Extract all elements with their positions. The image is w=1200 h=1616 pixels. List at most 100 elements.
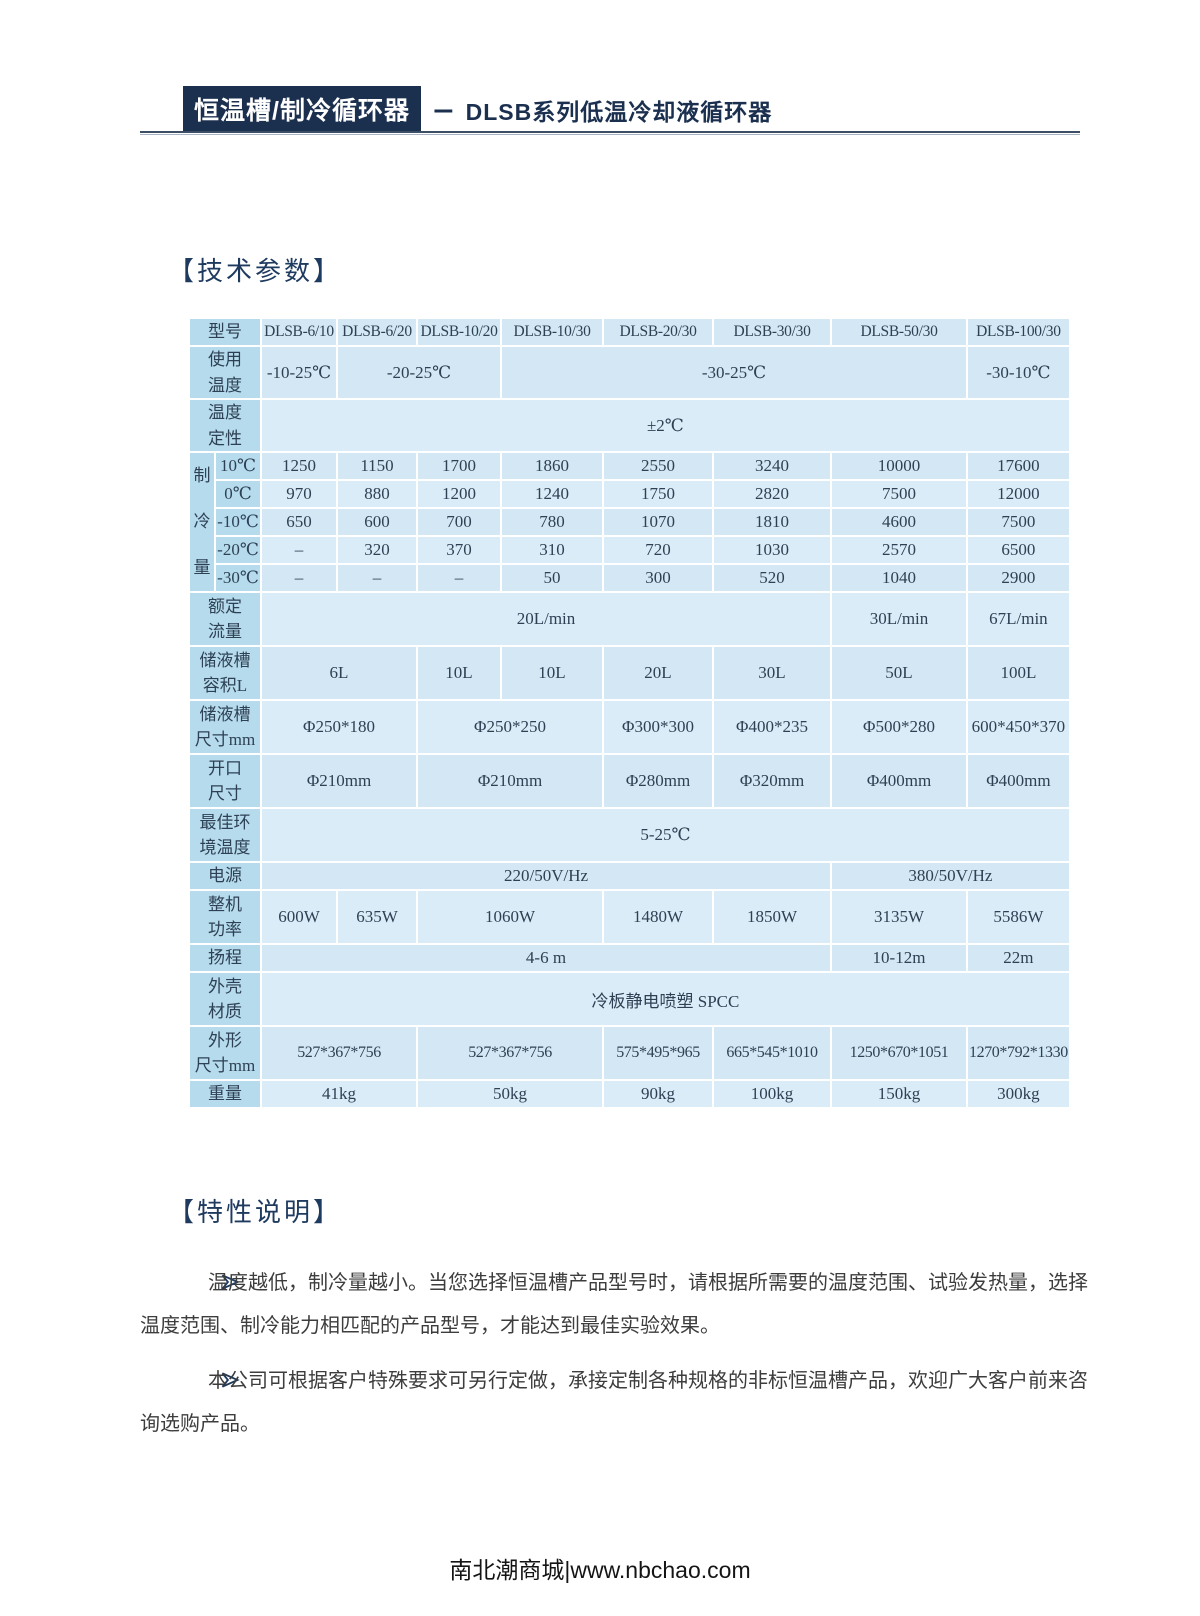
spec-cell: – — [418, 565, 500, 591]
spec-row-weight: 重量 41kg 50kg 90kg 100kg 150kg 300kg — [190, 1081, 1069, 1107]
spec-cell: – — [262, 565, 336, 591]
spec-cell: 2820 — [714, 481, 830, 507]
spec-cell: DLSB-20/30 — [604, 319, 712, 345]
row-label: 型号 — [190, 319, 260, 345]
divider-light-line — [140, 134, 1080, 135]
spec-cell: ±2℃ — [262, 400, 1069, 451]
row-sublabel: -20℃ — [216, 537, 260, 563]
spec-cell: 1250*670*1051 — [832, 1027, 966, 1079]
spec-cell: 10L — [418, 647, 500, 699]
spec-cell: 50 — [502, 565, 602, 591]
spec-cell: Φ210mm — [418, 755, 602, 807]
spec-cell: 2550 — [604, 453, 712, 479]
spec-cell: Φ280mm — [604, 755, 712, 807]
row-sublabel: 0℃ — [216, 481, 260, 507]
features-title: 【特性说明】 — [168, 1197, 343, 1227]
spec-cell: 300kg — [968, 1081, 1069, 1107]
row-label: 整机 功率 — [190, 891, 260, 943]
spec-cell: Φ250*250 — [418, 701, 602, 753]
row-label: 使用 温度 — [190, 347, 260, 398]
spec-cell: 600W — [262, 891, 336, 943]
spec-cell: 10L — [502, 647, 602, 699]
spec-row-opening-size: 开口 尺寸 Φ210mm Φ210mm Φ280mm Φ320mm Φ400mm… — [190, 755, 1069, 807]
spec-cell: DLSB-10/20 — [418, 319, 500, 345]
spec-cell: 17600 — [968, 453, 1069, 479]
spec-cell: 650 — [262, 509, 336, 535]
spec-row-usage-temp: 使用 温度 -10-25℃ -20-25℃ -30-25℃ -30-10℃ — [190, 347, 1069, 398]
spec-row-cooling-0: 0℃ 970 880 1200 1240 1750 2820 7500 1200… — [190, 481, 1069, 507]
row-label: 储液槽 尺寸mm — [190, 701, 260, 753]
spec-cell: 1270*792*1330 — [968, 1027, 1069, 1079]
spec-cell: -30-10℃ — [968, 347, 1069, 398]
spec-cell: 5586W — [968, 891, 1069, 943]
spec-cell: 527*367*756 — [418, 1027, 602, 1079]
spec-cell: 600 — [338, 509, 416, 535]
spec-cell: 600*450*370 — [968, 701, 1069, 753]
spec-cell: DLSB-10/30 — [502, 319, 602, 345]
spec-cell: 1070 — [604, 509, 712, 535]
spec-cell: Φ300*300 — [604, 701, 712, 753]
row-label: 储液槽 容积L — [190, 647, 260, 699]
spec-cell: 3240 — [714, 453, 830, 479]
spec-row-flow: 额定 流量 20L/min 30L/min 67L/min — [190, 593, 1069, 645]
spec-cell: 1040 — [832, 565, 966, 591]
row-label: 外形 尺寸mm — [190, 1027, 260, 1079]
footer-site-text: 南北潮商城|www.nbchao.com — [449, 1557, 751, 1583]
spec-cell: 6L — [262, 647, 416, 699]
dash-separator: – — [433, 92, 454, 126]
spec-cell: -20-25℃ — [338, 347, 500, 398]
spec-row-models: 型号 DLSB-6/10 DLSB-6/20 DLSB-10/20 DLSB-1… — [190, 319, 1069, 345]
spec-cell: Φ500*280 — [832, 701, 966, 753]
spec-cell: 50L — [832, 647, 966, 699]
divider-dark-line — [140, 131, 1080, 133]
spec-cell: -30-25℃ — [502, 347, 966, 398]
spec-row-tank-volume: 储液槽 容积L 6L 10L 10L 20L 30L 50L 100L — [190, 647, 1069, 699]
spec-row-lift: 扬程 4-6 m 10-12m 22m — [190, 945, 1069, 971]
feature-paragraph: 本公司可根据客户特殊要求可另行定做，承接定制各种规格的非标恒温槽产品，欢迎广大客… — [140, 1360, 1088, 1446]
spec-cell: 12000 — [968, 481, 1069, 507]
spec-cell: Φ210mm — [262, 755, 416, 807]
spec-cell: 30L/min — [832, 593, 966, 645]
spec-cell: 1700 — [418, 453, 500, 479]
spec-cell: 100L — [968, 647, 1069, 699]
spec-row-power-supply: 电源 220/50V/Hz 380/50V/Hz — [190, 863, 1069, 889]
spec-cell: 150kg — [832, 1081, 966, 1107]
spec-cell: 10000 — [832, 453, 966, 479]
spec-cell: 7500 — [968, 509, 1069, 535]
spec-cell: 30L — [714, 647, 830, 699]
spec-cell: 1860 — [502, 453, 602, 479]
spec-cell: Φ400mm — [968, 755, 1069, 807]
spec-cell: DLSB-50/30 — [832, 319, 966, 345]
row-label: 开口 尺寸 — [190, 755, 260, 807]
feature-text: 本公司可根据客户特殊要求可另行定做，承接定制各种规格的非标恒温槽产品，欢迎广大客… — [140, 1370, 1088, 1435]
spec-cell: 5-25℃ — [262, 809, 1069, 861]
spec-cell: 635W — [338, 891, 416, 943]
spec-cell: 1750 — [604, 481, 712, 507]
spec-cell: 880 — [338, 481, 416, 507]
spec-cell: -10-25℃ — [262, 347, 336, 398]
spec-row-cooling-n30: -30℃ – – – 50 300 520 1040 2900 — [190, 565, 1069, 591]
spec-cell: Φ320mm — [714, 755, 830, 807]
spec-row-outer-dims: 外形 尺寸mm 527*367*756 527*367*756 575*495*… — [190, 1027, 1069, 1079]
spec-cell: 665*545*1010 — [714, 1027, 830, 1079]
spec-cell: 2900 — [968, 565, 1069, 591]
spec-row-ambient-temp: 最佳环 境温度 5-25℃ — [190, 809, 1069, 861]
spec-cell: 1250 — [262, 453, 336, 479]
page-header: 恒温槽/制冷循环器 – DLSB系列低温冷却液循环器 — [183, 86, 772, 133]
spec-cell: DLSB-100/30 — [968, 319, 1069, 345]
header-divider — [140, 131, 1080, 135]
spec-cell: 3135W — [832, 891, 966, 943]
spec-cell: 90kg — [604, 1081, 712, 1107]
spec-cell: 50kg — [418, 1081, 602, 1107]
spec-cell: 22m — [968, 945, 1069, 971]
spec-cell: – — [262, 537, 336, 563]
spec-cell: 720 — [604, 537, 712, 563]
spec-cell: 1240 — [502, 481, 602, 507]
features-section: 温度越低，制冷量越小。当您选择恒温槽产品型号时，请根据所需要的温度范围、试验发热… — [140, 1262, 1088, 1458]
spec-cell: 41kg — [262, 1081, 416, 1107]
feature-paragraph: 温度越低，制冷量越小。当您选择恒温槽产品型号时，请根据所需要的温度范围、试验发热… — [140, 1262, 1088, 1348]
spec-cell: Φ250*180 — [262, 701, 416, 753]
spec-cell: 4600 — [832, 509, 966, 535]
spec-cell: 575*495*965 — [604, 1027, 712, 1079]
spec-cell: 527*367*756 — [262, 1027, 416, 1079]
